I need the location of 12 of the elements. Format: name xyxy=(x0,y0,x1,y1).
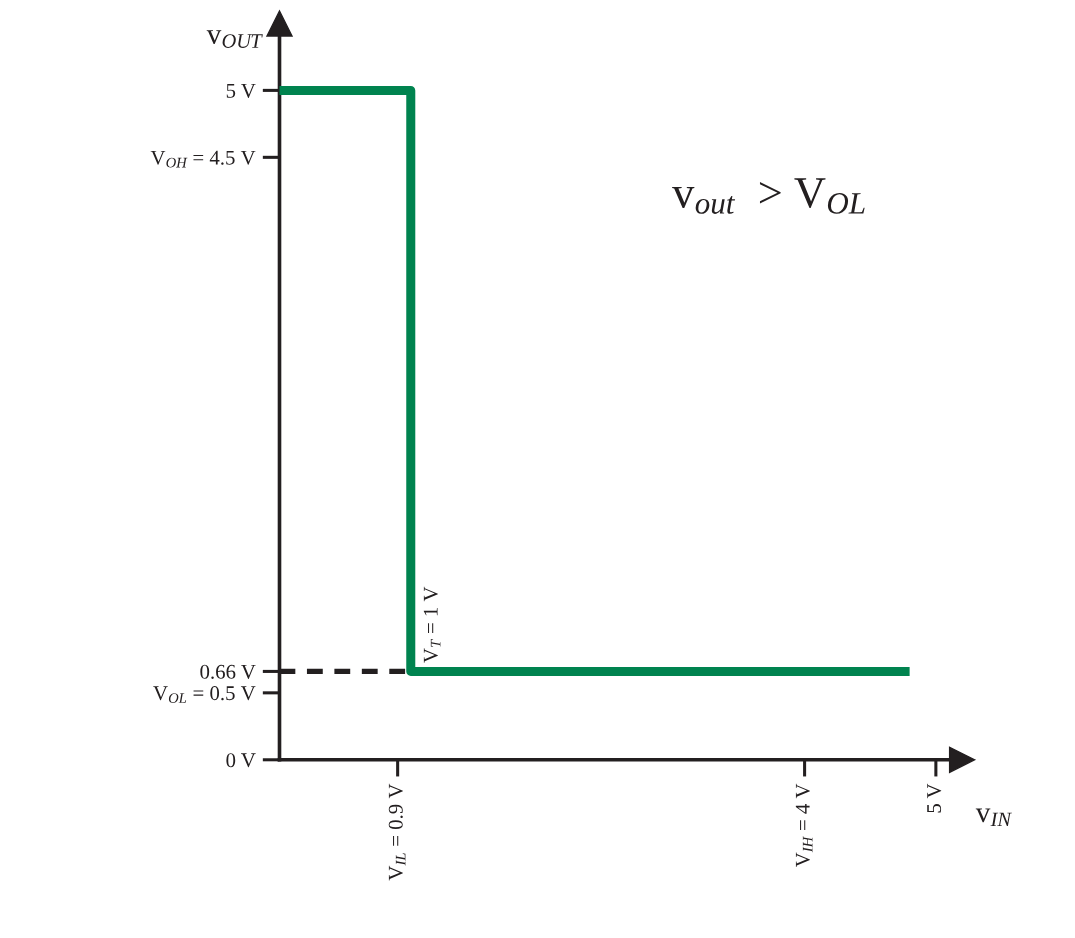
annotation: V$_{T}$ = 1 V xyxy=(423,586,441,663)
annotation: v$_{out}$ > V$_{OL}$ xyxy=(672,178,865,214)
y-axis-title: v$_{OUT}$ xyxy=(206,30,263,48)
y-tick-label: 0 V xyxy=(226,753,256,768)
y-tick-label: V$_{OH}$ = 4.5 V xyxy=(150,150,256,168)
y-tick-label: V$_{OL}$ = 0.5 V xyxy=(153,686,256,703)
y-tick-label: 0.66 V xyxy=(200,664,256,679)
x-axis-title: v$_{IN}$ xyxy=(975,808,1012,827)
y-tick-label: 5 V xyxy=(226,83,256,98)
x-tick-label: V$_{IL}$ = 0.9 V xyxy=(388,783,406,881)
x-tick-label: V$_{IH}$ = 4 V xyxy=(795,783,813,868)
x-tick-label: 5 V xyxy=(927,783,942,813)
